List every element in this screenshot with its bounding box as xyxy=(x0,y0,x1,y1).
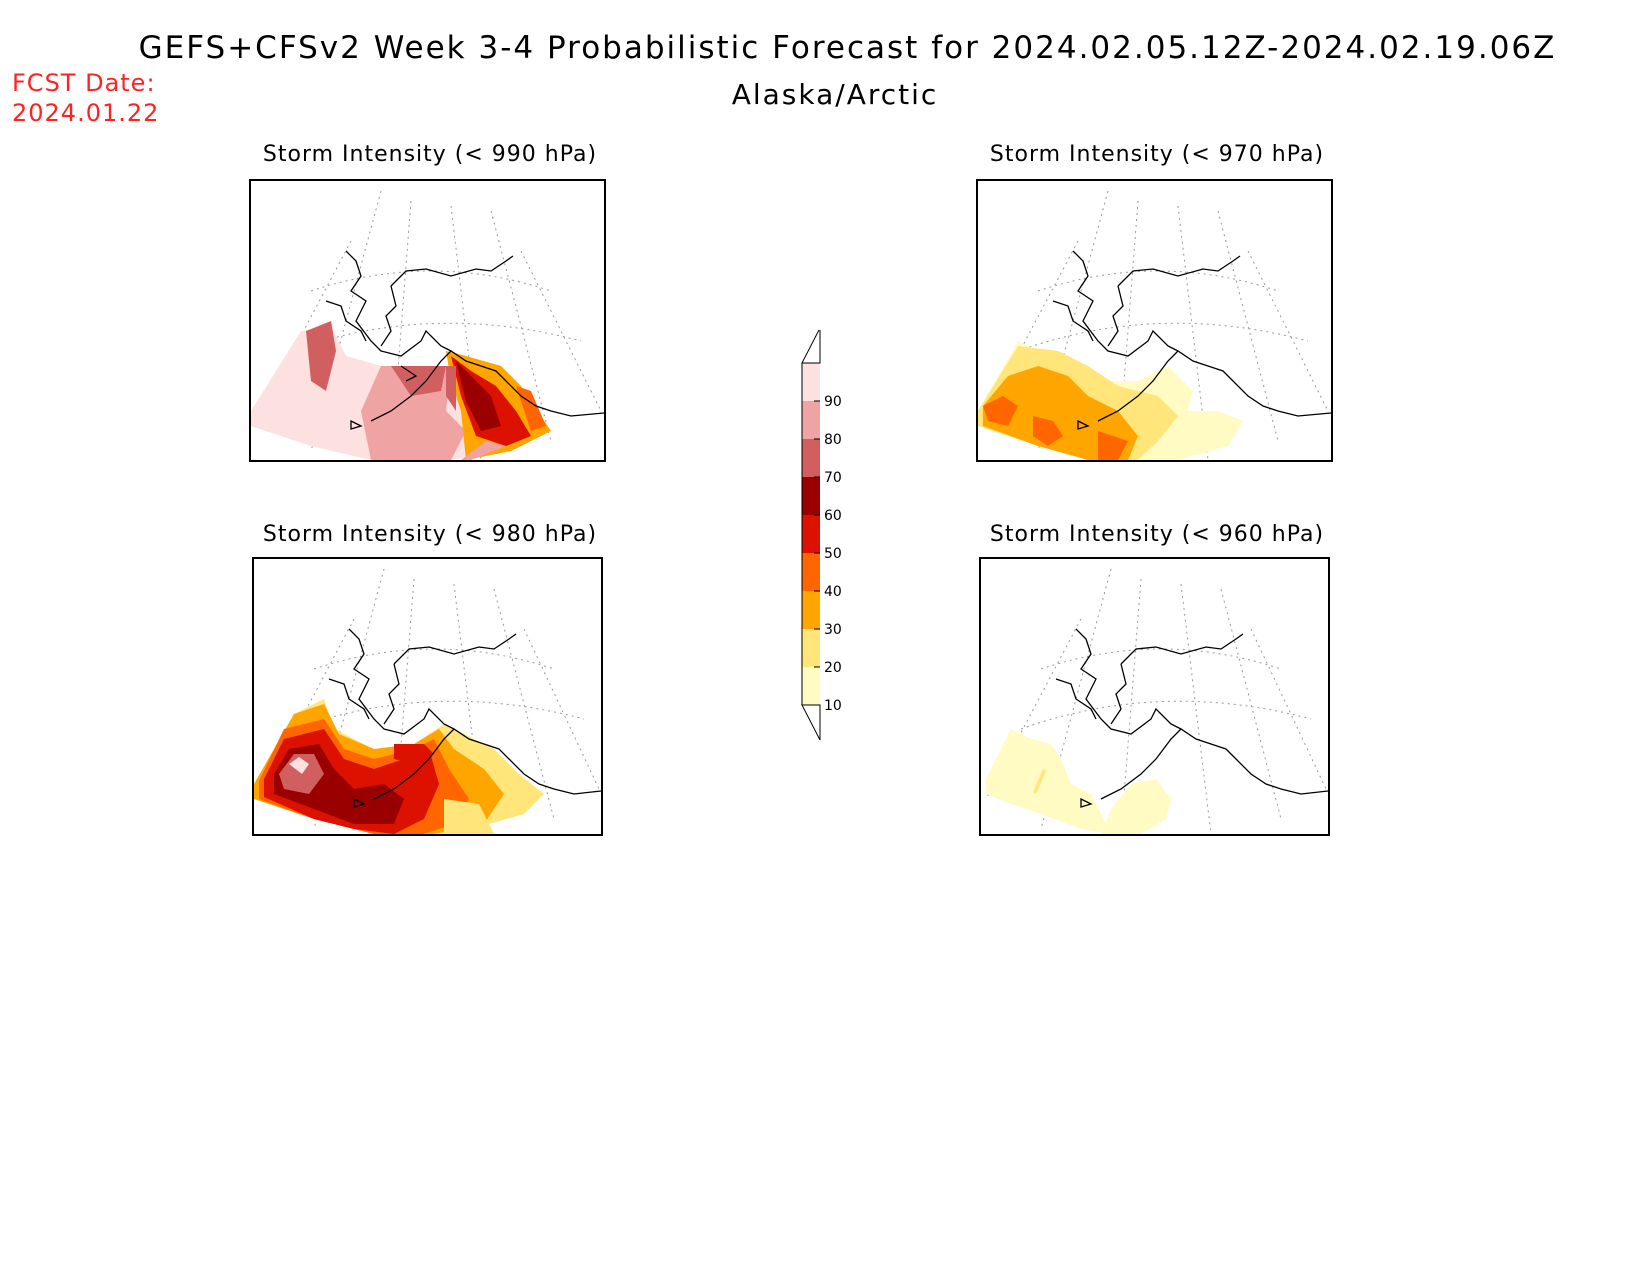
probability-fill xyxy=(254,699,544,834)
colorbar-tick-label: 40 xyxy=(824,584,842,600)
coastline xyxy=(1055,628,1328,808)
colorbar-tick-label: 60 xyxy=(824,508,842,524)
colorbar-tick-label: 10 xyxy=(824,698,842,714)
colorbar-tick-label: 50 xyxy=(824,546,842,562)
forecast-date-block: FCST Date: 2024.01.22 xyxy=(12,68,159,128)
colorbar-tick-label: 70 xyxy=(824,470,842,486)
colorbar-segment xyxy=(802,515,820,553)
panel-title-960: Storm Intensity (< 960 hPa) xyxy=(989,522,1325,547)
coastline xyxy=(328,628,601,808)
colorbar-tick-label: 30 xyxy=(824,622,842,638)
map-panel-960 xyxy=(979,557,1330,836)
map-990 xyxy=(251,190,604,460)
map-960 xyxy=(985,568,1328,834)
colorbar-top-cap xyxy=(801,327,821,364)
colorbar-tick-label: 90 xyxy=(824,394,842,410)
probability-fill xyxy=(986,729,1171,834)
coastline xyxy=(325,250,604,430)
colorbar-legend: 10 20 30 40 50 60 70 80 90 xyxy=(800,327,900,750)
colorbar-svg: 10 20 30 40 50 60 70 80 90 xyxy=(801,327,842,741)
map-980 xyxy=(254,568,601,834)
map-970 xyxy=(978,190,1331,460)
panel-title-990: Storm Intensity (< 990 hPa) xyxy=(262,142,598,167)
colorbar-bottom-cap xyxy=(801,704,821,741)
map-panel-980 xyxy=(252,557,603,836)
map-panel-970 xyxy=(976,179,1333,462)
forecast-date-label: FCST Date: xyxy=(12,69,156,97)
colorbar-segment xyxy=(802,629,820,667)
colorbar-tick-label: 80 xyxy=(824,432,842,448)
region-subtitle: Alaska/Arctic xyxy=(731,78,939,111)
colorbar-segment xyxy=(802,667,820,705)
colorbar-segment xyxy=(802,401,820,439)
colorbar-segment xyxy=(802,591,820,629)
probability-fill xyxy=(251,321,551,460)
main-title: GEFS+CFSv2 Week 3-4 Probabilistic Foreca… xyxy=(138,30,1557,66)
map-panel-990 xyxy=(249,179,606,462)
colorbar-segment xyxy=(802,477,820,515)
panel-title-970: Storm Intensity (< 970 hPa) xyxy=(989,142,1325,167)
probability-fill xyxy=(978,341,1243,460)
coastline xyxy=(1052,250,1331,430)
colorbar-segment xyxy=(802,363,820,401)
forecast-date-value: 2024.01.22 xyxy=(12,99,160,127)
panel-title-980: Storm Intensity (< 980 hPa) xyxy=(262,522,598,547)
colorbar-segment xyxy=(802,553,820,591)
colorbar-tick-label: 20 xyxy=(824,660,842,676)
colorbar-segment xyxy=(802,439,820,477)
